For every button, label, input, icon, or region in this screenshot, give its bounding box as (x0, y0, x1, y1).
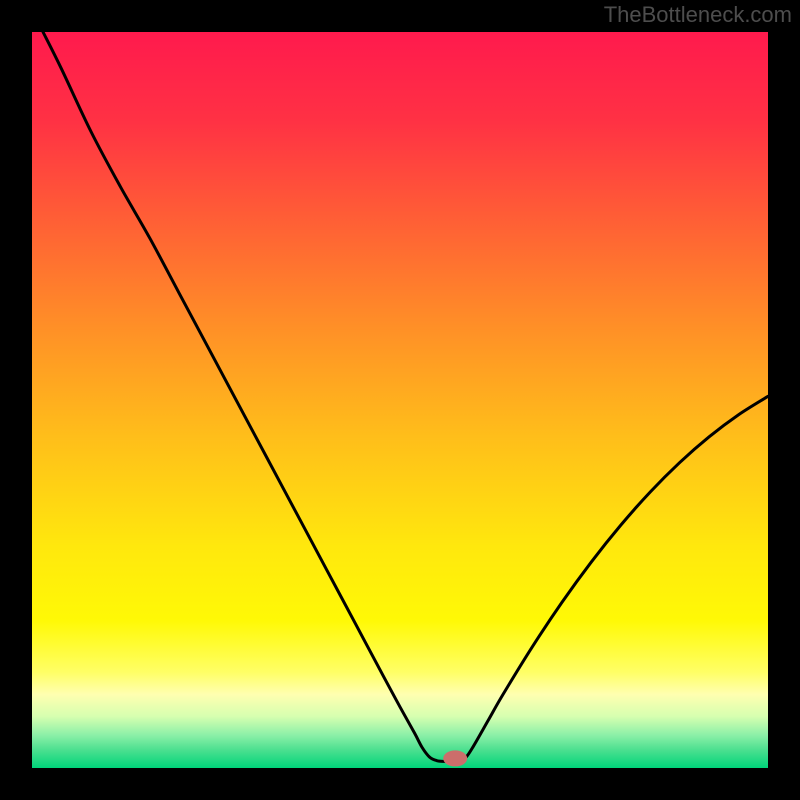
optimal-point-marker (443, 750, 467, 766)
chart-container: TheBottleneck.com (0, 0, 800, 800)
plot-gradient-background (32, 32, 768, 768)
bottleneck-chart-svg (0, 0, 800, 800)
